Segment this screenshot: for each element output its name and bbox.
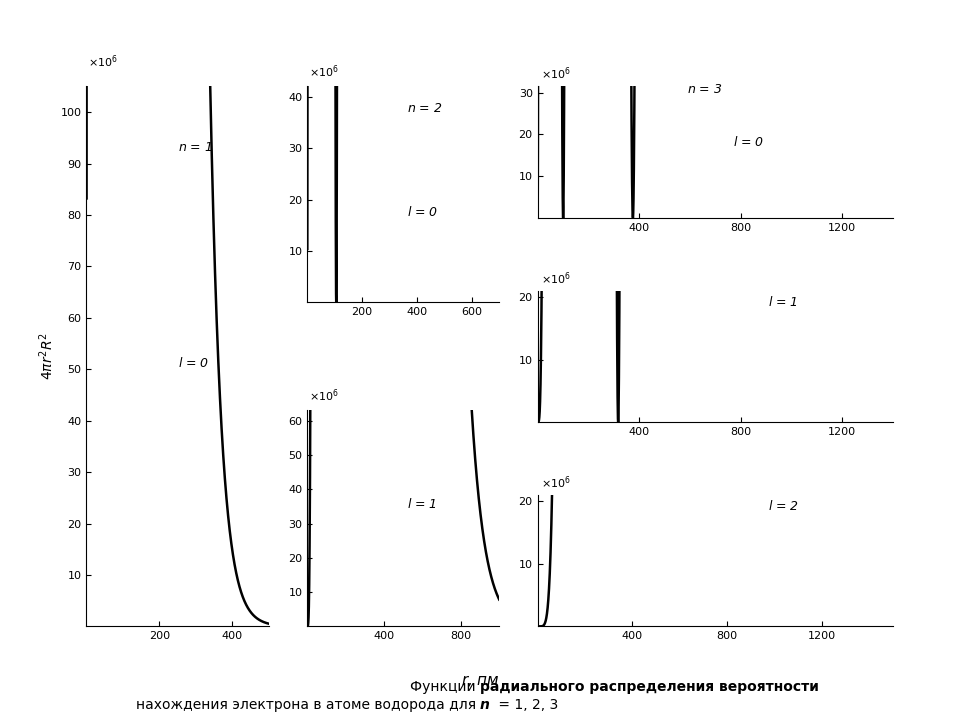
Text: $l$ = 1: $l$ = 1	[407, 497, 437, 510]
Text: радиального распределения вероятности: радиального распределения вероятности	[480, 680, 819, 694]
Text: n: n	[480, 698, 490, 712]
Text: $\times10^6$: $\times10^6$	[541, 66, 571, 83]
Text: $\times10^6$: $\times10^6$	[88, 53, 118, 70]
Y-axis label: $4\pi r^2 R^2$: $4\pi r^2 R^2$	[37, 333, 57, 380]
Text: $n$ = 2: $n$ = 2	[407, 102, 443, 115]
Text: $l$ = 1: $l$ = 1	[768, 295, 799, 310]
Text: $l$ = 0: $l$ = 0	[733, 135, 764, 148]
Text: $\times10^6$: $\times10^6$	[309, 63, 339, 80]
Text: $r$, пм: $r$, пм	[461, 673, 499, 689]
Text: = 1, 2, 3: = 1, 2, 3	[494, 698, 559, 712]
Text: $l$ = 2: $l$ = 2	[768, 500, 800, 513]
Text: $\times10^6$: $\times10^6$	[309, 387, 339, 404]
Text: $l$ = 0: $l$ = 0	[178, 356, 209, 370]
Text: $\times10^6$: $\times10^6$	[541, 474, 571, 491]
Text: $\times10^6$: $\times10^6$	[541, 270, 571, 287]
Text: $n$ = 3: $n$ = 3	[686, 83, 722, 96]
Text: $l$ = 0: $l$ = 0	[407, 205, 439, 219]
Text: нахождения электрона в атоме водорода для: нахождения электрона в атоме водорода дл…	[135, 698, 480, 712]
Text: $n$ = 1: $n$ = 1	[178, 141, 212, 154]
Text: Функции: Функции	[410, 680, 480, 694]
